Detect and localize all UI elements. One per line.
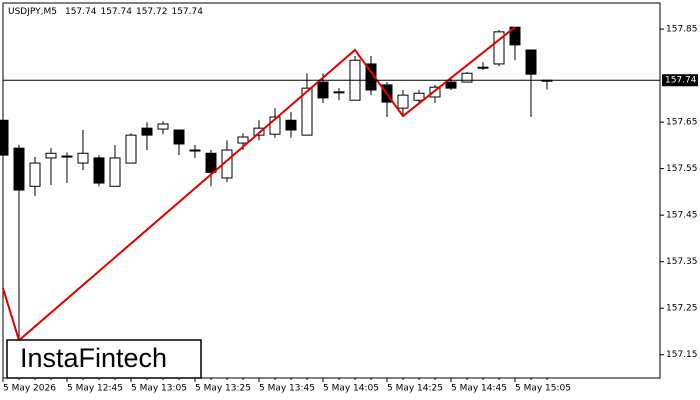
candle-body: [477, 66, 489, 69]
candle-body: [173, 129, 185, 145]
y-tick-label: 157.45: [666, 211, 698, 221]
candle-body: [429, 86, 441, 98]
x-tick-label: 5 May 14:45: [451, 384, 507, 394]
candle-body: [125, 134, 137, 164]
candle-body: [317, 81, 329, 99]
candle-body: [0, 119, 9, 156]
y-tick-label: 157.55: [666, 164, 698, 174]
logo: InstaFintech: [20, 343, 167, 373]
y-tick-label: 157.65: [666, 118, 698, 128]
last-open: 157.74: [65, 7, 97, 17]
x-tick-label: 5 May 2026: [3, 384, 56, 394]
candle-body: [45, 152, 57, 159]
candle-body: [109, 157, 121, 187]
price-label: 157.74: [665, 76, 697, 86]
candle-body: [205, 152, 217, 173]
x-tick-label: 5 May 14:05: [323, 384, 379, 394]
candle-body: [269, 116, 281, 135]
plot-frame: [2, 2, 661, 379]
price-box: [662, 74, 698, 87]
candle-body: [365, 63, 377, 91]
candle-body: [29, 162, 41, 187]
symbol: USDJPY,M5: [8, 7, 57, 17]
y-tick-label: 157.35: [666, 257, 698, 267]
chart-title: USDJPY,M5 157.74 157.74 157.72 157.74: [8, 7, 203, 17]
candle-body: [493, 31, 505, 65]
x-tick-label: 5 May 12:45: [67, 384, 123, 394]
plot: 157.15 157.25 157.35 157.45 157.55 157.65 157.…: [0, 25, 698, 394]
candle-body: [157, 123, 169, 130]
candle-body: [525, 49, 537, 75]
last-close: 157.74: [171, 7, 203, 17]
candle-body: [77, 152, 89, 164]
candle-body: [13, 147, 25, 191]
candle-body: [445, 81, 457, 89]
candle-body: [61, 155, 73, 158]
candle-body: [93, 157, 105, 184]
candle-body: [237, 136, 249, 144]
y-tick-label: 157.15: [666, 350, 698, 360]
last-high: 157.74: [100, 7, 132, 17]
y-tick-label: 157.85: [666, 25, 698, 35]
x-tick-label: 5 May 13:05: [131, 384, 187, 394]
candle-body: [413, 92, 425, 101]
y-tick-label: 157.25: [666, 304, 698, 314]
candle-body: [141, 127, 153, 136]
candle-body: [461, 72, 473, 83]
x-tick-label: 5 May 15:05: [515, 384, 571, 394]
x-tick-label: 5 May 13:45: [259, 384, 315, 394]
x-tick-label: 5 May 14:25: [387, 384, 443, 394]
logo-box: [6, 339, 202, 379]
candle-body: [333, 91, 345, 94]
candle-body: [397, 94, 409, 109]
pattern-line: [2, 26, 516, 343]
candle-body: [301, 87, 313, 136]
x-tick-label: 5 May 13:25: [195, 384, 251, 394]
candle-body: [285, 119, 297, 131]
last-low: 157.72: [136, 7, 168, 17]
candle-body: [189, 149, 201, 152]
